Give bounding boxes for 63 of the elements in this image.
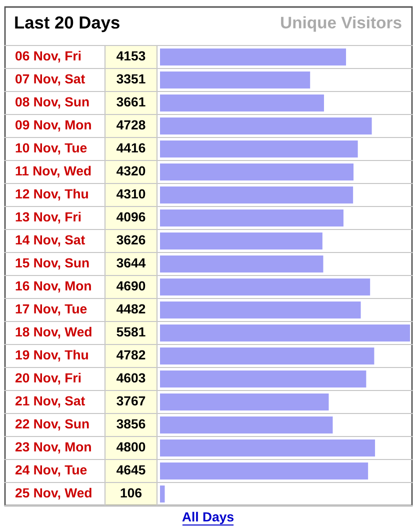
data-label: 3856: [116, 419, 146, 429]
data-label: 4645: [116, 465, 146, 475]
bar: [160, 462, 368, 480]
y-tick-label: 08 Nov, Sun: [16, 97, 89, 108]
data-label: 106: [120, 488, 142, 498]
data-label: 4603: [116, 373, 146, 383]
y-tick-label: 18 Nov, Wed: [16, 326, 92, 338]
y-tick-label: 15 Nov, Sun: [16, 258, 89, 270]
bar: [160, 370, 366, 388]
data-label: 3626: [116, 235, 146, 245]
y-tick-label: 25 Nov, Wed: [15, 488, 92, 500]
y-tick-label: 12 Nov, Thu: [16, 188, 88, 200]
bar: [160, 393, 329, 411]
y-tick-label: 16 Nov, Mon: [16, 281, 91, 292]
bar: [160, 255, 324, 273]
data-label: 4482: [116, 304, 146, 314]
data-label: 4096: [116, 212, 146, 222]
data-label: 4728: [116, 120, 146, 130]
data-label: 5581: [116, 327, 146, 337]
data-label: 4416: [116, 143, 146, 153]
bar: [160, 71, 310, 89]
bar: [160, 485, 165, 503]
bar: [160, 232, 322, 250]
y-tick-label: 13 Nov, Fri: [16, 212, 81, 224]
data-label: 4320: [116, 166, 146, 176]
y-tick-label: 11 Nov, Wed: [16, 166, 91, 178]
y-tick-label: 09 Nov, Mon: [16, 120, 91, 132]
y-tick-label: 10 Nov, Tue: [16, 143, 87, 154]
bar: [160, 324, 410, 342]
chart-title: Last 20 Days: [15, 16, 120, 32]
bar: [160, 48, 346, 66]
bar: [160, 301, 361, 319]
bar: [160, 186, 354, 204]
data-label: 3661: [116, 97, 146, 107]
bar: [160, 416, 333, 434]
bar: [160, 163, 354, 181]
data-label: 3644: [116, 258, 146, 268]
bar: [160, 140, 358, 158]
bar: [160, 347, 374, 365]
bar: [160, 278, 370, 296]
data-label: 4310: [116, 189, 146, 199]
y-tick-label: 19 Nov, Thu: [16, 350, 88, 362]
y-tick-label: 07 Nov, Sat: [16, 74, 85, 86]
data-label: 4690: [116, 281, 146, 291]
y-tick-label: 20 Nov, Fri: [15, 372, 81, 384]
y-tick-label: 24 Nov, Tue: [15, 465, 87, 476]
y-tick-label: 21 Nov, Sat: [15, 396, 85, 408]
y-tick-label: 06 Nov, Fri: [16, 50, 81, 62]
chart-subtitle: Unique Visitors: [281, 16, 402, 32]
data-label: 3767: [116, 396, 146, 406]
data-label: 4153: [116, 51, 146, 61]
text: All Days: [182, 512, 234, 524]
y-tick-label: 14 Nov, Sat: [16, 235, 85, 246]
data-label: 3351: [116, 74, 146, 84]
bar: [160, 439, 376, 457]
bar: [160, 209, 344, 227]
data-label: 4800: [116, 442, 146, 452]
bar: [160, 94, 324, 112]
bar: [160, 117, 372, 135]
data-label: 4782: [116, 350, 146, 360]
y-tick-label: 23 Nov, Mon: [15, 442, 91, 454]
y-tick-label: 22 Nov, Sun: [15, 419, 89, 430]
y-tick-label: 17 Nov, Tue: [16, 304, 87, 316]
